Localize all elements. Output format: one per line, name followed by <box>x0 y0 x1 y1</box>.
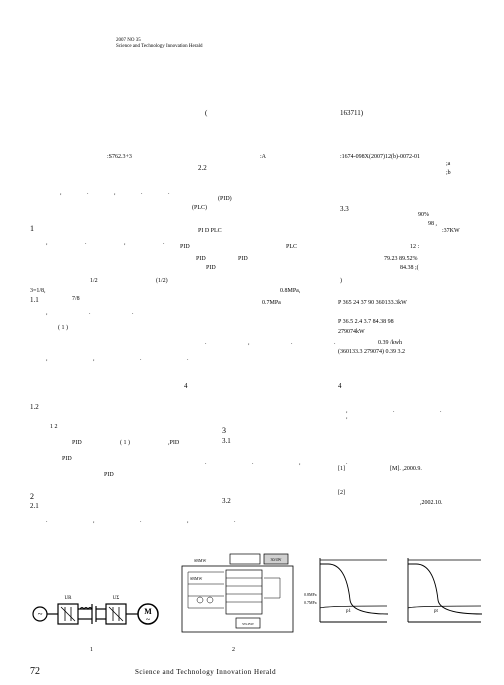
chart4-pt: pt <box>434 609 439 614</box>
calc-r2: 79.23 89.52% <box>384 256 418 262</box>
label-ur: UR <box>65 596 73 601</box>
closep: ) <box>340 278 342 284</box>
inst-code: 163711) <box>340 109 363 117</box>
pid-l3: PID <box>104 472 114 478</box>
pid-l1a: ( 1 ) <box>120 440 130 446</box>
mpa1: 0.8MPa, <box>280 288 300 294</box>
calc1: P 365 24 37 90 360133.3kW <box>338 300 407 306</box>
figure-2: 30/4W SW-BW SBMW SBMW <box>180 548 295 640</box>
ref2-t: ,2002.10. <box>420 500 443 506</box>
label-sbmw2: SBMW <box>194 558 206 563</box>
sec-1: 1 <box>30 224 34 233</box>
sub12: 1 2 <box>50 424 58 430</box>
dots-row-3: , . . <box>46 310 154 316</box>
mpa2: 0.7MPa <box>262 300 281 306</box>
figure-3: 0.8MPa 0.7MPa p1 <box>302 552 390 630</box>
pid-l2: PID <box>62 456 72 462</box>
dots-row-1: , . , . . <box>60 190 182 196</box>
half: 1/2 <box>90 278 98 284</box>
pid-l1b: ,PID <box>168 440 179 446</box>
dots-row-5: . , . . <box>205 340 356 346</box>
ratio2: 7/8 <box>72 296 80 302</box>
pidplc: PI D PLC <box>198 228 222 234</box>
pid-mid: (PID) <box>218 196 232 202</box>
sub-a: ;a <box>446 161 450 167</box>
sec-2-1: 2.1 <box>30 502 39 510</box>
calc-r3: 84.38 ;( <box>400 265 419 271</box>
calc-r1: 12 : <box>410 244 419 250</box>
fig2-caption: 2 <box>232 647 235 653</box>
v98: 98 , <box>428 221 437 227</box>
fig1-caption: 1 <box>90 647 93 653</box>
ratio1: 3=1/8, <box>30 288 46 294</box>
calc4: 0.39 /kwh <box>378 340 402 346</box>
dots-row-4: , , . . <box>46 356 211 362</box>
pid-l1: PID <box>72 440 82 446</box>
sec-1-2: 1.2 <box>30 403 39 411</box>
chart3-p1: p1 <box>346 609 352 614</box>
inst-paren: ( <box>205 109 207 117</box>
class-left: :S762.3+3 <box>107 154 132 160</box>
ac-source-icon: ~ <box>38 609 43 619</box>
kw37: :37KW <box>442 228 460 234</box>
figure-4: pt <box>396 552 484 630</box>
sub-b: ;b <box>446 170 451 176</box>
pid-c: PID <box>238 256 248 262</box>
sec-3-2: 3.2 <box>222 497 231 505</box>
dots-row-6: . . , . <box>205 460 370 466</box>
ref1: [1] <box>338 466 345 472</box>
sec-2-2: 2.2 <box>198 164 207 172</box>
calc5: (360133.3 279074) 0.39 3.2 <box>338 349 405 355</box>
sec-3: 3 <box>222 426 226 435</box>
chart3-y1: 0.8MPa <box>304 592 317 597</box>
pid-d: PID <box>206 265 216 271</box>
calc3: 279074kW <box>338 329 365 335</box>
paren1: ( 1 ) <box>58 325 68 331</box>
class-mid: :A <box>260 154 266 160</box>
page-number: 72 <box>30 666 40 677</box>
ref2: [2] <box>338 490 345 496</box>
label-sbmw3: SBMW <box>190 576 202 581</box>
sec-3-1: 3.1 <box>222 437 231 445</box>
halfp: (1/2) <box>156 278 168 284</box>
dots-row-7: , . . , <box>346 408 504 420</box>
p90: 90% <box>418 212 429 218</box>
sec-1-1: 1.1 <box>30 296 39 304</box>
plc-mid: (PLC) <box>192 205 207 211</box>
sec-4b: 4 <box>338 382 342 390</box>
figure-1: ~ UR UΣ M ~ <box>30 586 163 642</box>
ref1-t: [M]. ,2000.9. <box>390 466 422 472</box>
sec-2: 2 <box>30 492 34 501</box>
footer-journal: Science and Technology Innovation Herald <box>135 668 276 676</box>
class-right: :1674-098X(2007)12(b)-0072-01 <box>340 154 420 160</box>
chart3-y2: 0.7MPa <box>304 600 317 605</box>
sec-4a: 4 <box>184 382 188 390</box>
header-journal: Science and Technology Innovation Herald <box>116 44 202 50</box>
dots-row-8: . , . , . <box>46 518 258 524</box>
pid-b: PID <box>196 256 206 262</box>
label-sbmw: SW-BW <box>242 622 255 626</box>
plc-a: PLC <box>286 244 297 250</box>
label-ac2: ~ <box>146 615 151 624</box>
calc2: P 36.5 2.4 3.7 84.38 98 <box>338 319 394 325</box>
dots-row-2: , . , . <box>46 240 183 246</box>
label-ud: UΣ <box>113 596 120 601</box>
badge-304w: 30/4W <box>271 557 282 562</box>
sec-3-3: 3.3 <box>340 205 349 213</box>
